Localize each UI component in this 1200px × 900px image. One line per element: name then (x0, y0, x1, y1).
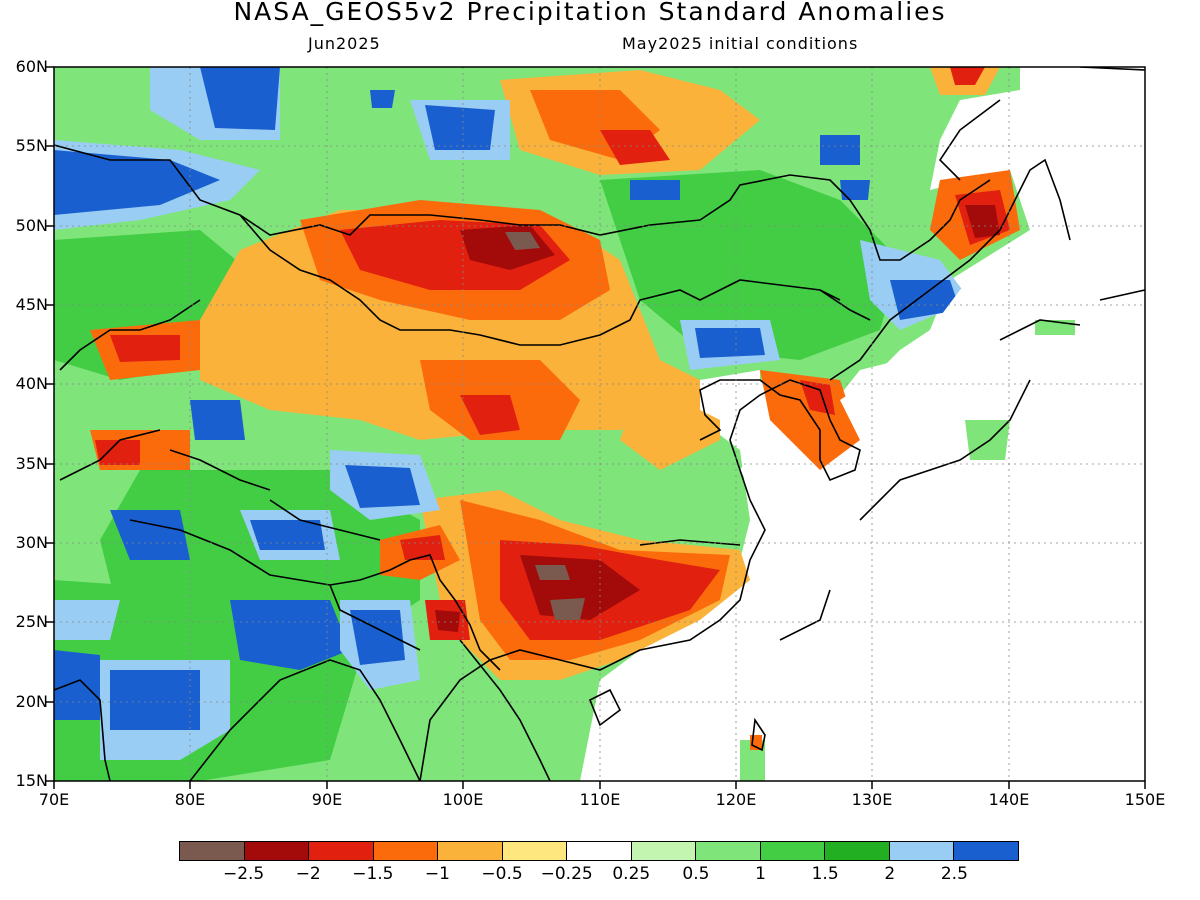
lon-label-150e: 150E (1115, 790, 1175, 809)
lat-label-35n: 35N (16, 456, 48, 472)
lon-label-70e: 70E (24, 790, 84, 809)
lat-label-30n: 30N (16, 535, 48, 551)
colorbar-bin-6 (503, 842, 568, 860)
lat-label-20n: 20N (16, 694, 48, 710)
anomaly-map (0, 0, 1200, 840)
lon-label-100e: 100E (433, 790, 493, 809)
lat-label-25n: 25N (16, 614, 48, 630)
colorbar-bin-2 (245, 842, 310, 860)
colorbar-bin-9 (696, 842, 761, 860)
lon-label-80e: 80E (160, 790, 220, 809)
colorbar-bin-5 (438, 842, 503, 860)
lat-label-15n: 15N (16, 773, 48, 789)
colorbar-bin-4 (374, 842, 439, 860)
colorbar-label: 2.5 (914, 864, 994, 884)
colorbar-bin-3 (309, 842, 374, 860)
lon-label-110e: 110E (570, 790, 630, 809)
lat-label-60n: 60N (16, 59, 48, 75)
colorbar-bin-10 (761, 842, 826, 860)
lon-label-130e: 130E (842, 790, 902, 809)
lat-label-50n: 50N (16, 218, 48, 234)
lat-label-55n: 55N (16, 138, 48, 154)
colorbar-bin-7 (567, 842, 632, 860)
colorbar-bin-8 (632, 842, 697, 860)
colorbar-bin-11 (825, 842, 890, 860)
colorbar-bin-12 (890, 842, 955, 860)
lon-label-140e: 140E (979, 790, 1039, 809)
colorbar-bin-1 (180, 842, 245, 860)
lat-label-40n: 40N (16, 376, 48, 392)
lon-label-120e: 120E (706, 790, 766, 809)
lat-label-45n: 45N (16, 297, 48, 313)
colorbar-bin-13 (954, 842, 1018, 860)
colorbar (179, 841, 1019, 861)
anomaly-field (54, 67, 1145, 781)
lon-label-90e: 90E (297, 790, 357, 809)
